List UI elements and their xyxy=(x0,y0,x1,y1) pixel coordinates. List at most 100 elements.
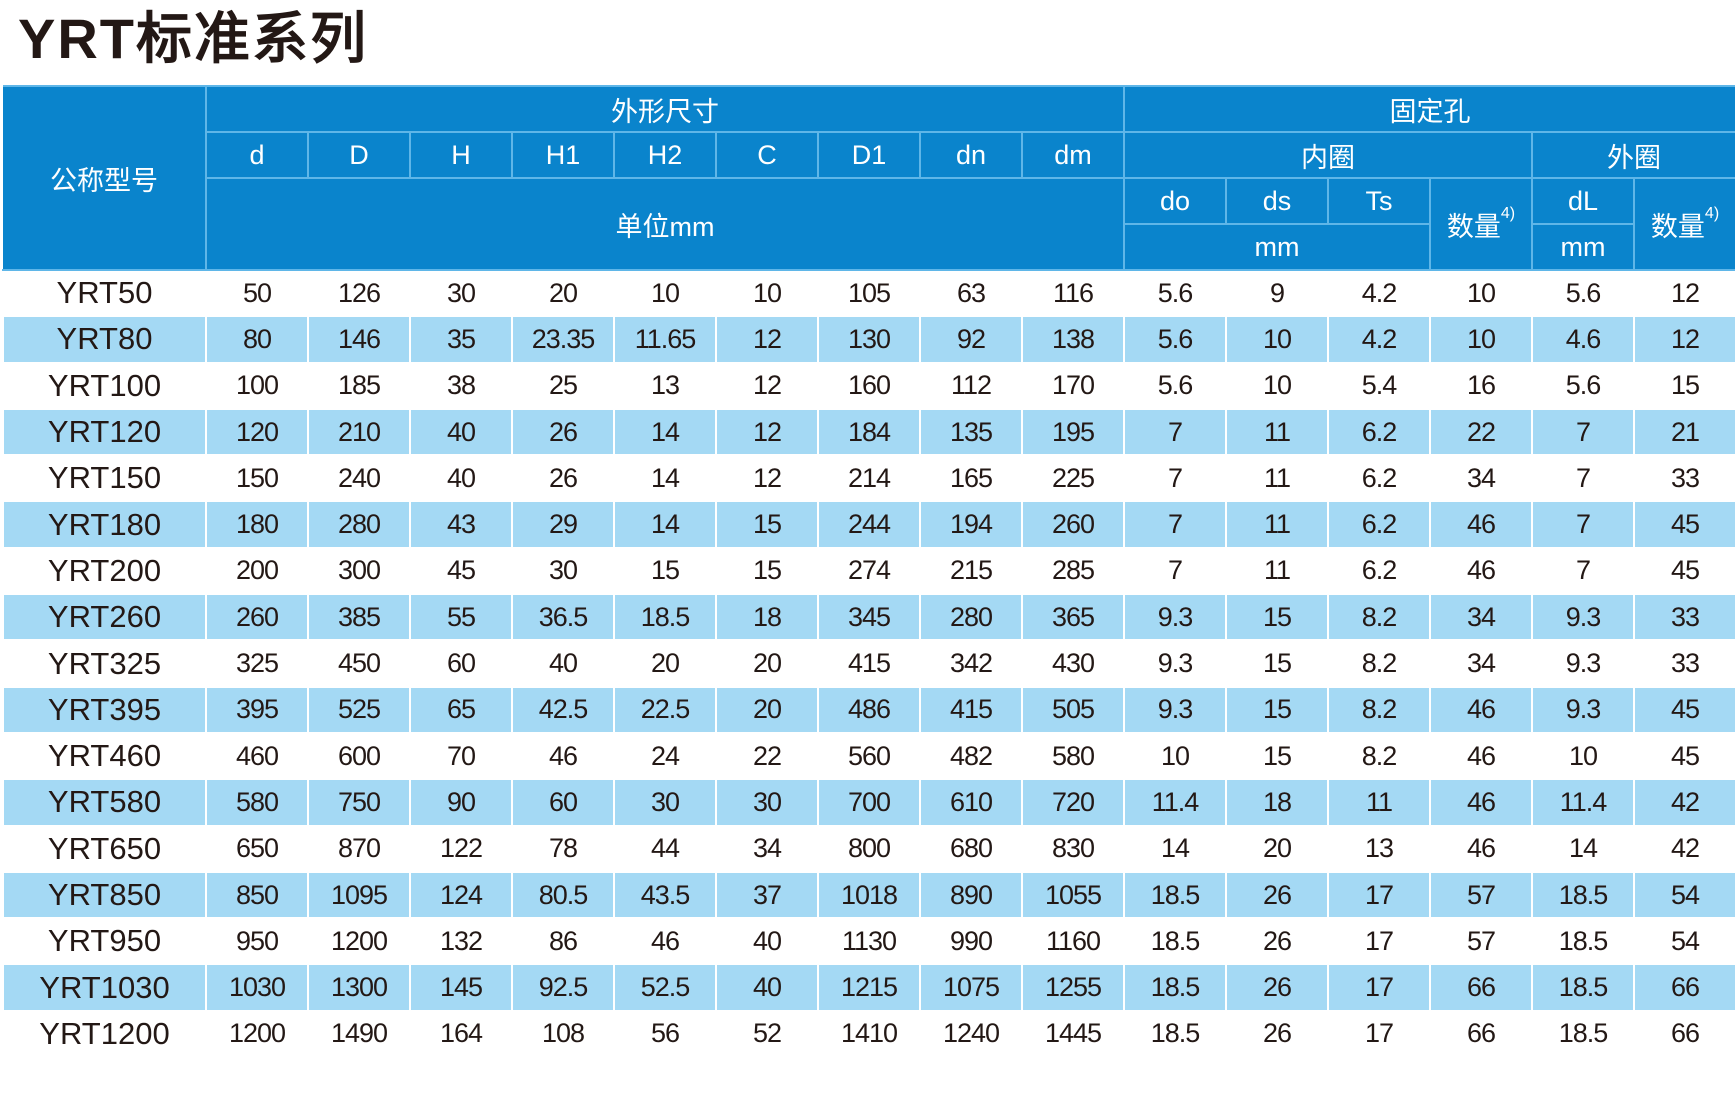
model-cell: YRT100 xyxy=(2,361,207,410)
table-row: YRT180 180 280 43 29 14 15 244 194 260 7 11 6.2 46 7 45 xyxy=(2,500,1735,549)
table-row: YRT100 100 185 38 25 13 12 160 112 170 5.6 10 5.4 16 5… xyxy=(2,361,1735,410)
value-cell: 36.5 xyxy=(511,593,615,642)
header-outer-ring: 外圈 xyxy=(1531,131,1735,179)
value-cell: 138 xyxy=(1020,315,1126,364)
value-cell: 7 xyxy=(1531,454,1636,503)
value-cell: 18.5 xyxy=(1123,917,1228,966)
model-cell: YRT150 xyxy=(2,454,207,503)
value-cell: 52.5 xyxy=(613,963,717,1012)
value-cell: 11 xyxy=(1327,778,1432,827)
value-cell: 40 xyxy=(715,963,819,1012)
value-cell: 116 xyxy=(1020,268,1126,318)
value-cell: 610 xyxy=(919,778,1023,827)
value-cell: 60 xyxy=(409,639,513,688)
value-cell: 11 xyxy=(1225,454,1330,503)
value-cell: 45 xyxy=(1633,685,1735,734)
value-cell: 66 xyxy=(1429,963,1534,1012)
value-cell: 160 xyxy=(817,361,921,410)
value-cell: 15 xyxy=(715,500,819,549)
yrt-spec-table: 公称型号 外形尺寸 固定孔 d D H H1 H2 C D1 dn dm 内圈 … xyxy=(2,85,1735,1059)
value-cell: 10 xyxy=(1531,731,1636,781)
value-cell: 680 xyxy=(919,824,1023,873)
value-cell: 385 xyxy=(307,593,411,642)
value-cell: 112 xyxy=(919,361,1023,410)
header-H2: H2 xyxy=(613,131,717,179)
value-cell: 40 xyxy=(511,639,615,688)
value-cell: 11 xyxy=(1225,407,1330,457)
value-cell: 78 xyxy=(511,824,615,873)
value-cell: 240 xyxy=(307,454,411,503)
value-cell: 560 xyxy=(817,731,921,781)
value-cell: 194 xyxy=(919,500,1023,549)
model-cell: YRT200 xyxy=(2,546,207,596)
quantity-label: 数量 xyxy=(1446,211,1501,242)
value-cell: 1200 xyxy=(307,917,411,966)
value-cell: 11.4 xyxy=(1123,778,1228,827)
value-cell: 11 xyxy=(1225,500,1330,549)
value-cell: 280 xyxy=(307,500,411,549)
value-cell: 1055 xyxy=(1020,870,1126,920)
value-cell: 26 xyxy=(1225,963,1330,1012)
value-cell: 11.65 xyxy=(613,315,717,364)
value-cell: 1490 xyxy=(307,1009,411,1059)
value-cell: 42 xyxy=(1633,824,1735,873)
value-cell: 10 xyxy=(1123,731,1228,781)
value-cell: 415 xyxy=(817,639,921,688)
value-cell: 12 xyxy=(715,361,819,410)
value-cell: 1095 xyxy=(307,870,411,920)
table-row: YRT1200 1200 1490 164 108 56 52 1410 1240 1445 18.… xyxy=(2,1009,1735,1059)
value-cell: 34 xyxy=(1429,593,1534,642)
header-outline: 外形尺寸 xyxy=(204,85,1126,133)
value-cell: 42.5 xyxy=(511,685,615,734)
value-cell: 43 xyxy=(409,500,513,549)
value-cell: 13 xyxy=(1327,824,1432,873)
value-cell: 580 xyxy=(205,778,309,827)
value-cell: 12 xyxy=(715,454,819,503)
value-cell: 70 xyxy=(409,731,513,781)
value-cell: 345 xyxy=(817,593,921,642)
value-cell: 65 xyxy=(409,685,513,734)
value-cell: 4.2 xyxy=(1327,268,1432,318)
value-cell: 395 xyxy=(205,685,309,734)
value-cell: 5.6 xyxy=(1123,268,1228,318)
value-cell: 1255 xyxy=(1020,963,1126,1012)
value-cell: 8.2 xyxy=(1327,593,1432,642)
value-cell: 30 xyxy=(613,778,717,827)
value-cell: 15 xyxy=(715,546,819,596)
value-cell: 54 xyxy=(1633,917,1735,966)
value-cell: 37 xyxy=(715,870,819,920)
value-cell: 9.3 xyxy=(1123,639,1228,688)
value-cell: 580 xyxy=(1020,731,1126,781)
value-cell: 1018 xyxy=(817,870,921,920)
value-cell: 11.4 xyxy=(1531,778,1636,827)
header-model: 公称型号 xyxy=(3,85,207,271)
page-title: YRT标准系列 xyxy=(18,7,368,70)
value-cell: 18.5 xyxy=(1531,917,1636,966)
value-cell: 365 xyxy=(1020,593,1126,642)
value-cell: 14 xyxy=(1531,824,1636,873)
value-cell: 29 xyxy=(511,500,615,549)
value-cell: 5.6 xyxy=(1531,268,1636,318)
header-H: H xyxy=(409,131,513,179)
value-cell: 20 xyxy=(715,685,819,734)
value-cell: 18.5 xyxy=(1123,1009,1228,1059)
value-cell: 34 xyxy=(1429,639,1534,688)
header-inner-ring: 内圈 xyxy=(1123,131,1534,179)
value-cell: 33 xyxy=(1633,593,1735,642)
footnote-mark: 4) xyxy=(1704,204,1720,222)
header-ds: ds xyxy=(1225,177,1330,225)
value-cell: 22.5 xyxy=(613,685,717,734)
value-cell: 44 xyxy=(613,824,717,873)
value-cell: 6.2 xyxy=(1327,500,1432,549)
value-cell: 38 xyxy=(409,361,513,410)
value-cell: 25 xyxy=(511,361,615,410)
table-row: YRT200 200 300 45 30 15 15 274 215 285 7 11 6.2 46 7 45 xyxy=(2,546,1735,596)
value-cell: 120 xyxy=(205,407,309,457)
value-cell: 260 xyxy=(1020,500,1126,549)
value-cell: 60 xyxy=(511,778,615,827)
header-inner-quantity: 数量4) xyxy=(1429,177,1534,271)
value-cell: 6.2 xyxy=(1327,546,1432,596)
value-cell: 20 xyxy=(1225,824,1330,873)
value-cell: 185 xyxy=(307,361,411,410)
value-cell: 30 xyxy=(409,268,513,318)
